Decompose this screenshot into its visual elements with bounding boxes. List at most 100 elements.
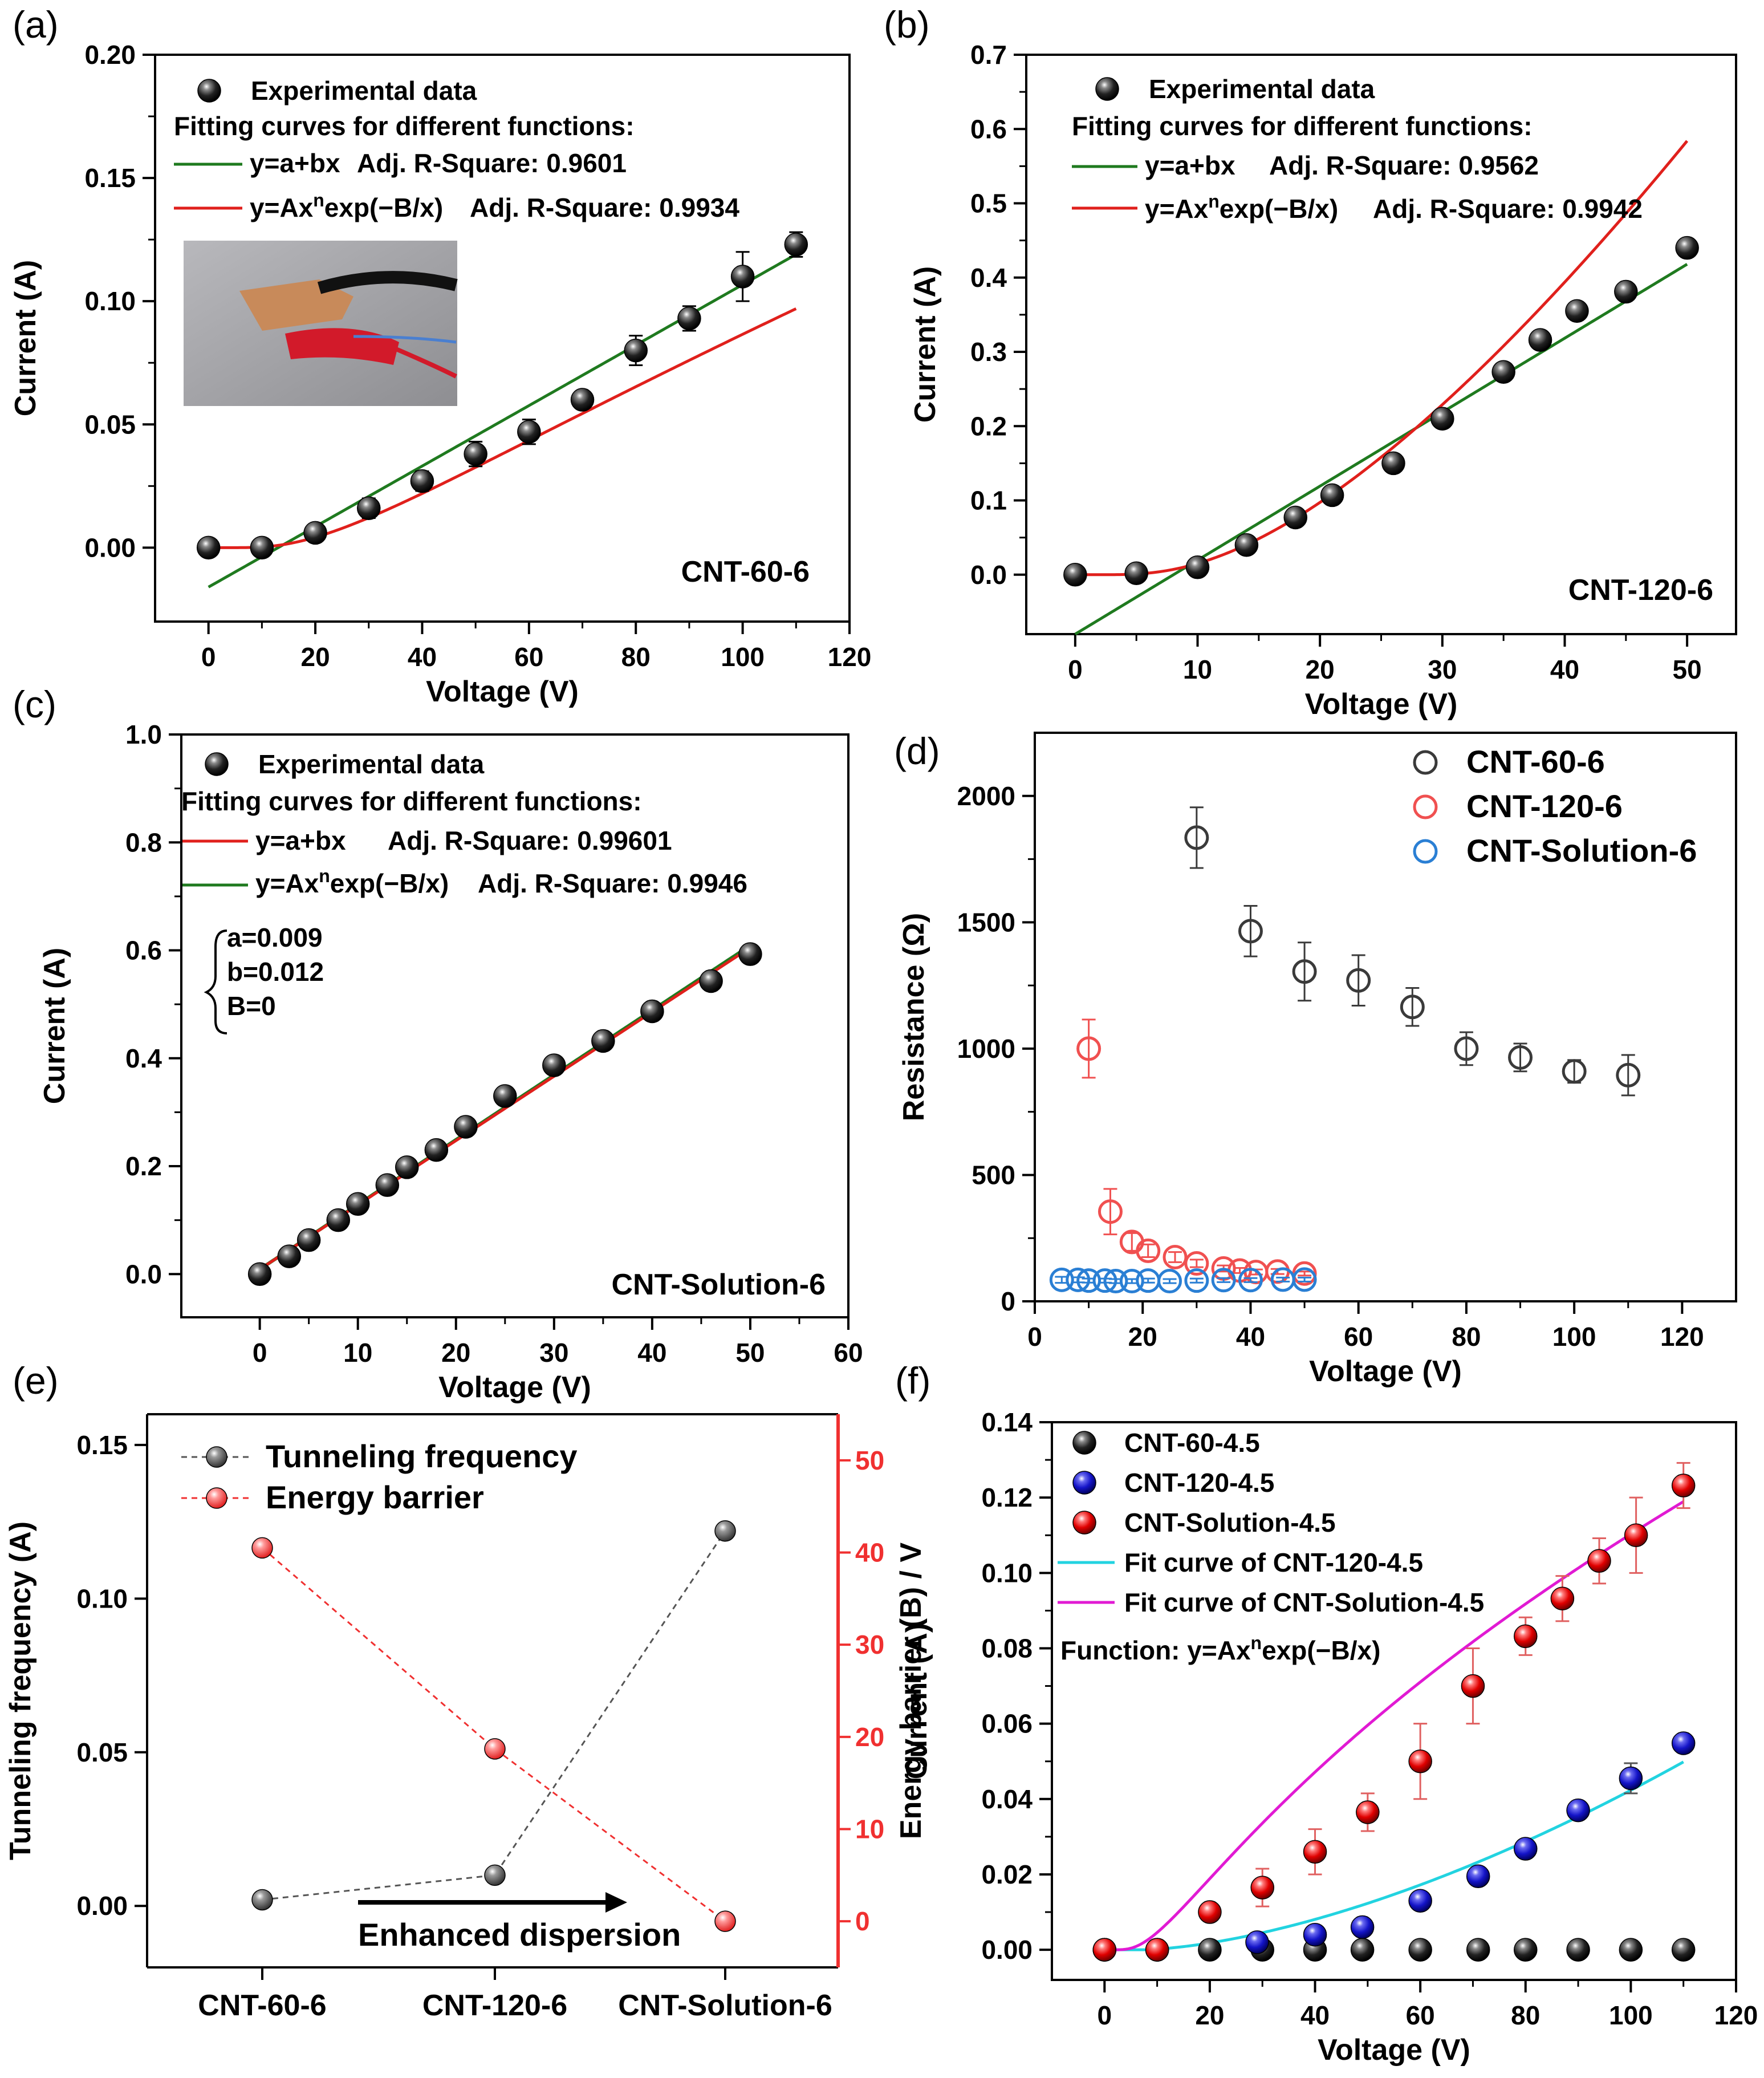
data-point-c: [640, 999, 664, 1024]
y-tick-label-c: 1.0: [125, 720, 162, 749]
data-point-d-0: [1292, 959, 1317, 984]
fit-param-c: b=0.012: [227, 957, 324, 987]
legend-label-linear-b: y=a+bx: [1145, 151, 1235, 180]
data-point-d-2: [1103, 1269, 1128, 1294]
data-point-c: [395, 1155, 419, 1179]
data-point-b: [1565, 299, 1589, 323]
x-tick-label-a: 0: [201, 642, 216, 672]
legend-marker-f-2: [1072, 1511, 1096, 1535]
legend-label-d-1: CNT-120-6: [1466, 788, 1623, 824]
data-point-b: [1234, 533, 1259, 557]
data-point-f-1: [1245, 1930, 1269, 1954]
data-point-d-2: [1157, 1269, 1182, 1294]
legend-header-c: Fitting curves for different functions:: [181, 786, 642, 816]
data-point-f-1: [1466, 1864, 1490, 1889]
y-right-tick-label-e: 20: [855, 1722, 884, 1752]
data-point-f-0: [1408, 1938, 1432, 1962]
legend-power-pre-b: y=Ax: [1145, 194, 1209, 224]
data-point-a: [410, 469, 434, 493]
data-point-a: [784, 233, 808, 257]
data-point-c: [738, 942, 762, 966]
data-point-f-1: [1566, 1798, 1590, 1823]
function-exp-f: n: [1251, 1633, 1262, 1653]
data-point-f-0: [1671, 1938, 1696, 1962]
data-point-a: [250, 535, 274, 560]
legend-label-linear-a: y=a+bx: [250, 148, 340, 178]
x-tick-label-f: 60: [1406, 2000, 1435, 2030]
legend-marker-e-0: [206, 1446, 227, 1468]
x-tick-label-d: 120: [1660, 1322, 1704, 1351]
data-point-b: [1491, 360, 1515, 384]
legend-header-a: Fitting curves for different functions:: [174, 111, 635, 141]
y-tick-label-c: 0.8: [125, 827, 162, 857]
x-tick-label-b: 40: [1550, 655, 1579, 684]
x-axis-title-c: Voltage (V): [438, 1371, 591, 1404]
y-tick-label-d: 1000: [957, 1034, 1015, 1064]
y-tick-label-b: 0.0: [970, 560, 1007, 590]
legend-power-post-c: exp(−B/x): [330, 868, 449, 898]
data-point-f-2: [1250, 1876, 1274, 1900]
data-point-d-0: [1184, 825, 1209, 850]
x-tick-label-a: 100: [721, 642, 765, 672]
data-point-d-0: [1508, 1045, 1533, 1070]
legend-marker-experimental-b: [1095, 77, 1119, 101]
legend-r2-linear-c: Adj. R-Square: 0.99601: [388, 826, 672, 855]
data-point-c: [591, 1029, 615, 1053]
legend-label-d-2: CNT-Solution-6: [1466, 833, 1697, 868]
data-point-b: [1185, 555, 1210, 579]
data-point-f-2: [1092, 1938, 1117, 1962]
data-point-b: [1063, 563, 1087, 587]
legend-header-b: Fitting curves for different functions:: [1072, 111, 1533, 141]
data-point-f-1: [1350, 1915, 1375, 1939]
data-point-f-1: [1514, 1837, 1538, 1861]
legend-label-fit-f-0: Fit curve of CNT-120-4.5: [1124, 1548, 1423, 1577]
y-tick-label-f: 0.06: [981, 1709, 1033, 1739]
legend-power-exp-a: n: [313, 190, 324, 210]
legend-label-e-1: Energy barrier: [266, 1479, 484, 1515]
legend-label-f-1: CNT-120-4.5: [1124, 1468, 1274, 1497]
legend-label-experimental-c: Experimental data: [258, 749, 485, 779]
legend-r2-power-a: Adj. R-Square: 0.9934: [470, 193, 739, 222]
legend-power-exp-b: n: [1208, 191, 1220, 212]
y-tick-label-c: 0.6: [125, 936, 162, 965]
plot-frame-c: [180, 733, 850, 1318]
data-point-b: [1430, 407, 1454, 431]
data-point-f-2: [1624, 1523, 1648, 1547]
x-tick-label-c: 40: [637, 1338, 666, 1367]
x-category-label-e: CNT-Solution-6: [618, 1989, 832, 2022]
y-axis-title-f: Current (A): [900, 1623, 933, 1779]
y-right-tick-label-e: 50: [855, 1446, 884, 1475]
panel-label-b: (b): [884, 3, 930, 46]
legend-marker-experimental-a: [197, 79, 221, 103]
legend-power-pre-a: y=Ax: [250, 193, 314, 222]
legend-label-f-2: CNT-Solution-4.5: [1124, 1508, 1336, 1537]
data-point-e-1: [251, 1537, 273, 1559]
data-point-c: [699, 969, 723, 993]
legend-label-experimental-b: Experimental data: [1149, 74, 1375, 104]
data-point-a: [677, 306, 701, 331]
legend-r2-linear-a: Adj. R-Square: 0.9601: [357, 148, 627, 178]
y-tick-label-d: 2000: [957, 781, 1015, 811]
y-axis-title-b: Current (A): [909, 266, 942, 423]
data-point-d-2: [1211, 1268, 1236, 1293]
data-point-c: [326, 1208, 351, 1232]
data-point-d-0: [1238, 919, 1263, 944]
plot-frame-b: [1025, 54, 1737, 635]
data-point-d-0: [1400, 995, 1425, 1020]
data-point-f-2: [1303, 1840, 1327, 1864]
data-point-d-2: [1049, 1267, 1074, 1292]
legend-power-pre-c: y=Ax: [255, 868, 319, 898]
panel-label-a: (a): [13, 3, 59, 46]
data-point-c: [493, 1084, 517, 1108]
data-point-d-0: [1346, 968, 1371, 993]
data-point-d-1: [1163, 1244, 1188, 1269]
data-point-b: [1320, 483, 1344, 508]
data-point-f-2: [1198, 1900, 1222, 1924]
data-point-f-0: [1566, 1938, 1590, 1962]
y-tick-label-a: 0.00: [84, 533, 136, 562]
data-point-d-1: [1076, 1036, 1102, 1061]
y-right-tick-label-e: 10: [855, 1815, 884, 1844]
legend-r2-linear-b: Adj. R-Square: 0.9562: [1269, 151, 1539, 180]
y-tick-label-e: 0.00: [76, 1891, 128, 1921]
data-point-d-1: [1292, 1261, 1317, 1286]
